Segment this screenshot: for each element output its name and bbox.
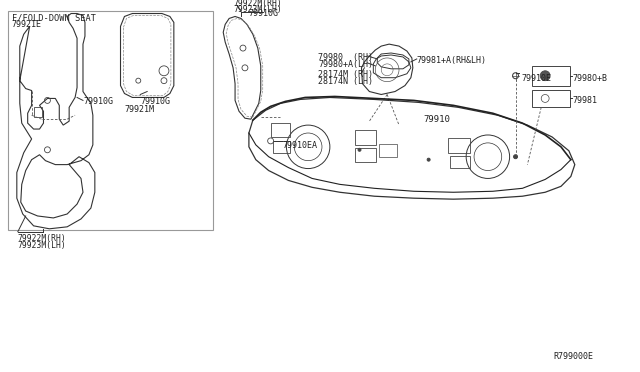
Text: 79923M(LH): 79923M(LH) <box>233 4 282 14</box>
Text: 28174M (RH): 28174M (RH) <box>318 70 373 79</box>
Bar <box>451 156 470 167</box>
Circle shape <box>427 158 430 161</box>
Bar <box>273 141 291 153</box>
Bar <box>449 138 470 153</box>
Circle shape <box>513 155 518 159</box>
Text: 79922M(RH): 79922M(RH) <box>18 234 67 243</box>
Text: 79910EA: 79910EA <box>282 141 317 150</box>
Bar <box>34 108 42 117</box>
Circle shape <box>358 148 361 151</box>
Bar <box>8 10 213 230</box>
Text: 79922M(RH): 79922M(RH) <box>233 0 282 8</box>
Text: 79981+A(RH&LH): 79981+A(RH&LH) <box>417 56 487 65</box>
Text: 79910G: 79910G <box>249 9 279 17</box>
Bar <box>355 148 376 162</box>
Bar <box>355 130 376 145</box>
Text: R799000E: R799000E <box>553 352 593 361</box>
Text: 79910: 79910 <box>424 115 451 124</box>
Text: 79921E: 79921E <box>12 20 42 29</box>
Text: 79981: 79981 <box>573 96 598 106</box>
Text: 79910E: 79910E <box>522 74 552 83</box>
Text: 79921M: 79921M <box>124 105 154 114</box>
Text: F/FOLD-DOWN SEAT: F/FOLD-DOWN SEAT <box>12 13 96 23</box>
Text: 7998O+B: 7998O+B <box>573 74 608 83</box>
Text: 79923M(LH): 79923M(LH) <box>18 241 67 250</box>
Circle shape <box>540 71 550 81</box>
Text: 79980  (RH): 79980 (RH) <box>318 53 373 62</box>
Text: 79980+A(LH): 79980+A(LH) <box>318 60 373 69</box>
Text: 28174N (LH): 28174N (LH) <box>318 77 373 86</box>
Bar <box>532 66 570 86</box>
Bar <box>532 90 570 108</box>
Bar <box>271 123 291 137</box>
Text: 79910G: 79910G <box>83 97 113 106</box>
Bar <box>380 144 397 157</box>
Text: 79910G: 79910G <box>140 97 170 106</box>
